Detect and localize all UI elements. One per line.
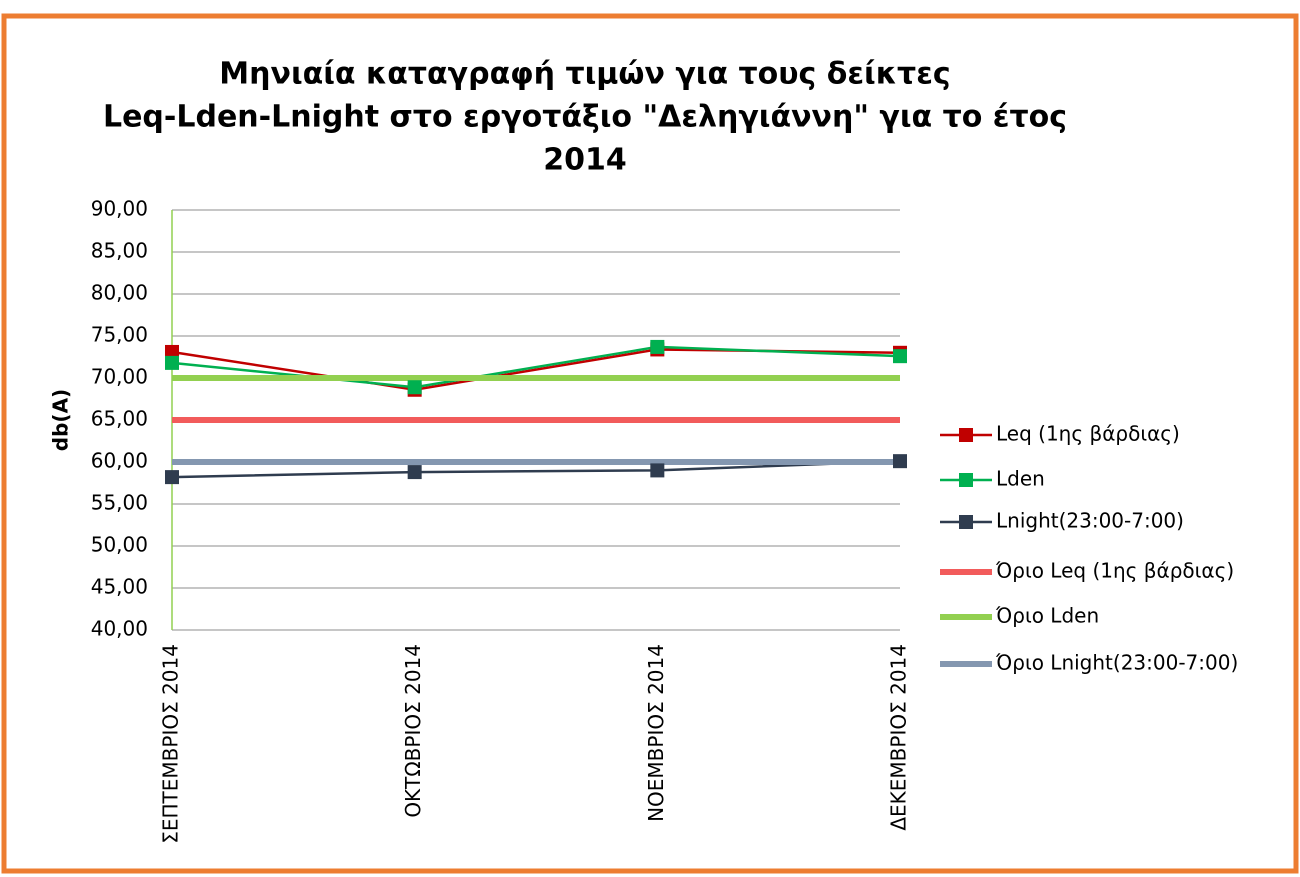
chart-title: Leq-Lden-Lnight στο εργοτάξιο "Δεληγιάνν… (103, 100, 1067, 135)
legend-label: Όριο Lden (995, 604, 1099, 628)
x-tick-label: ΔΕΚΕΜΒΡΙΟΣ 2014 (887, 644, 911, 831)
series-marker (165, 355, 179, 370)
legend-label: Όριο Lnight(23:00-7:00) (995, 651, 1238, 675)
y-tick-label: 50,00 (91, 533, 148, 557)
legend-label: Leq (1ης βάρδιας) (996, 422, 1180, 446)
chart-border (1, 13, 1299, 874)
x-tick-label: ΟΚΤΩΒΡΙΟΣ 2014 (401, 644, 425, 818)
series-marker (893, 454, 907, 469)
y-tick-label: 90,00 (91, 197, 148, 221)
y-tick-label: 75,00 (91, 323, 148, 347)
y-tick-label: 65,00 (91, 407, 148, 431)
series-marker (165, 470, 179, 485)
y-tick-label: 80,00 (91, 281, 148, 305)
legend-label: Lnight(23:00-7:00) (996, 509, 1184, 533)
series-marker (407, 380, 422, 395)
series-marker (165, 344, 179, 359)
series-marker (650, 339, 665, 354)
legend-label: Lden (996, 467, 1045, 491)
series-marker (893, 349, 907, 364)
series-marker (650, 463, 665, 478)
legend-label: Όριο Leq (1ης βάρδιας) (995, 559, 1234, 583)
y-tick-label: 45,00 (91, 575, 148, 599)
legend-marker (959, 515, 973, 529)
series-line (171, 459, 901, 479)
chart-title: Μηνιαία καταγραφή τιμών για τους δείκτες (219, 57, 950, 92)
chart-title: 2014 (543, 143, 627, 178)
legend-marker (959, 428, 973, 442)
x-tick-label: ΝΟΕΜΒΡΙΟΣ 2014 (644, 644, 668, 822)
y-tick-label: 55,00 (91, 491, 148, 515)
y-tick-label: 40,00 (91, 617, 148, 641)
series-marker (407, 465, 422, 480)
y-axis-label: db(A) (49, 389, 73, 451)
x-tick-label: ΣΕΠΤΕΜΒΡΙΟΣ 2014 (159, 644, 183, 844)
y-tick-label: 60,00 (91, 449, 148, 473)
y-tick-label: 85,00 (91, 239, 148, 263)
legend-marker (959, 473, 973, 487)
y-tick-label: 70,00 (91, 365, 148, 389)
